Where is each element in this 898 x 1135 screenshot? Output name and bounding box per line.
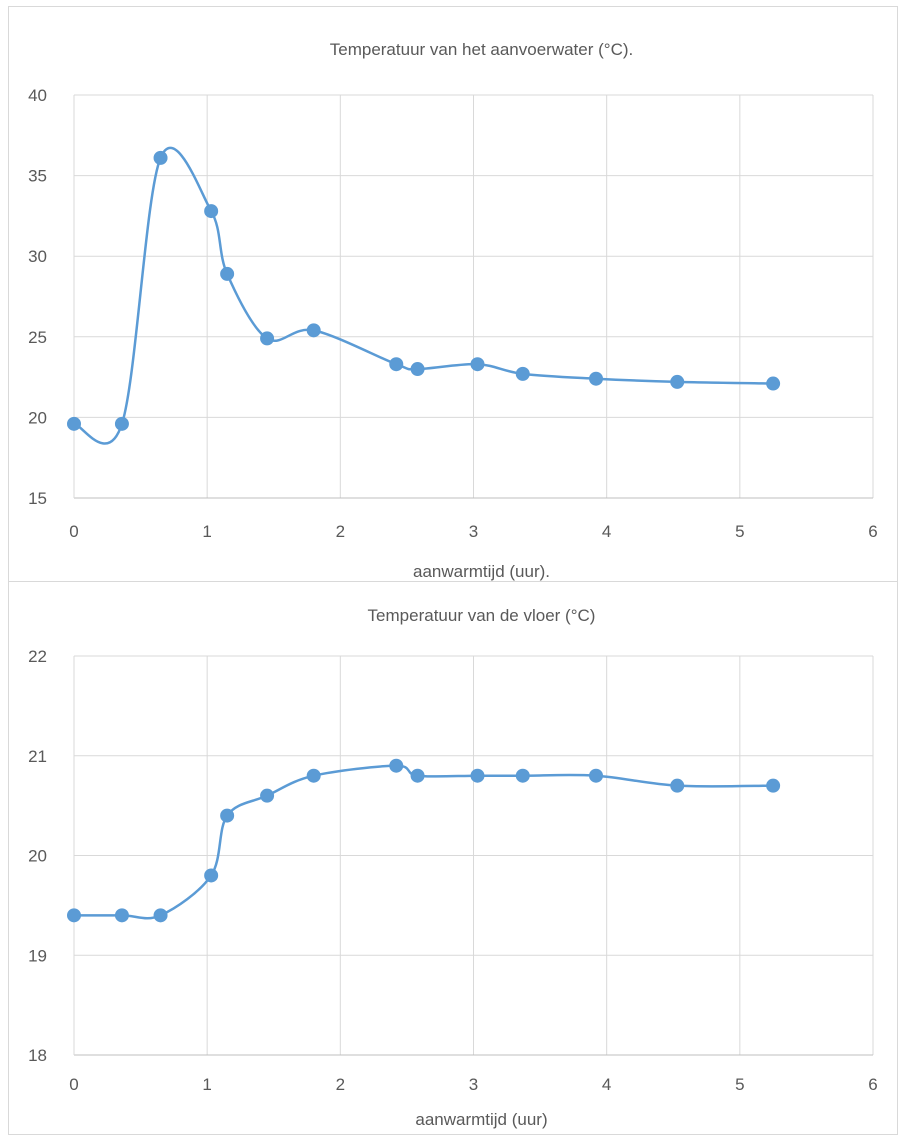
- water-data-point: [766, 376, 781, 391]
- water-y-tick-label: 25: [28, 328, 47, 347]
- floor-data-point: [410, 768, 425, 783]
- floor-data-point: [260, 788, 275, 803]
- water-data-point: [589, 371, 604, 386]
- water-x-tick-label: 2: [336, 522, 345, 541]
- water-data-point: [153, 150, 168, 165]
- water-x-tick-label: 0: [69, 522, 78, 541]
- floor-chart-title: Temperatuur van de vloer (°C): [368, 606, 596, 625]
- floor-x-tick-label: 0: [69, 1075, 78, 1094]
- floor-y-tick-label: 21: [28, 747, 47, 766]
- water-x-tick-label: 1: [202, 522, 211, 541]
- floor-data-point: [67, 908, 81, 923]
- water-data-point: [204, 204, 219, 219]
- water-x-tick-label: 6: [868, 522, 877, 541]
- floor-x-tick-label: 4: [602, 1075, 611, 1094]
- water-y-tick-label: 35: [28, 167, 47, 186]
- water-series-line: [73, 146, 774, 445]
- floor-series-line: [74, 764, 774, 920]
- water-data-point: [515, 366, 530, 381]
- water-chart-title: Temperatuur van het aanvoerwater (°C).: [330, 40, 634, 59]
- floor-x-tick-label: 1: [202, 1075, 211, 1094]
- water-data-point: [306, 323, 321, 338]
- floor-data-point: [766, 778, 781, 793]
- water-x-tick-label: 5: [735, 522, 744, 541]
- water-chart: Temperatuur van het aanvoerwater (°C). 0 1…: [28, 40, 878, 581]
- floor-data-point: [153, 908, 168, 923]
- water-y-tick-label: 40: [28, 86, 47, 105]
- floor-data-point: [204, 868, 219, 883]
- water-data-point: [220, 266, 235, 281]
- floor-y-tick-label: 18: [28, 1046, 47, 1065]
- water-data-point: [260, 331, 275, 346]
- floor-data-point: [670, 778, 685, 793]
- water-y-tick-label: 15: [28, 489, 47, 508]
- floor-data-point: [515, 768, 530, 783]
- water-data-point: [389, 357, 404, 372]
- water-y-tick-label: 20: [28, 408, 47, 427]
- floor-x-tick-label: 5: [735, 1075, 744, 1094]
- water-data-point: [470, 357, 485, 372]
- floor-x-tick-label: 6: [868, 1075, 877, 1094]
- floor-data-point: [306, 768, 321, 783]
- floor-data-point: [114, 908, 129, 923]
- floor-x-axis-label: aanwarmtijd (uur): [415, 1110, 547, 1129]
- water-x-tick-label: 3: [469, 522, 478, 541]
- floor-x-tick-label: 3: [469, 1075, 478, 1094]
- chart-area-water: [8, 6, 898, 581]
- water-data-point: [410, 362, 425, 377]
- floor-data-point: [389, 758, 404, 773]
- floor-data-point: [589, 768, 604, 783]
- chart-area-floor: [8, 581, 898, 1135]
- floor-data-point: [220, 808, 235, 823]
- water-data-point: [114, 416, 129, 431]
- floor-y-tick-label: 22: [28, 647, 47, 666]
- floor-x-tick-label: 2: [336, 1075, 345, 1094]
- water-x-axis-label: aanwarmtijd (uur).: [413, 562, 550, 581]
- water-data-point: [67, 416, 81, 431]
- floor-data-point: [470, 768, 485, 783]
- floor-chart: Temperatuur van de vloer (°C) 0 1 2 3 4 5 6 18 19…: [28, 606, 878, 1129]
- floor-y-tick-label: 20: [28, 847, 47, 866]
- water-x-tick-label: 4: [602, 522, 611, 541]
- floor-y-tick-label: 19: [28, 946, 47, 965]
- water-y-tick-label: 30: [28, 247, 47, 266]
- water-data-point: [670, 374, 685, 389]
